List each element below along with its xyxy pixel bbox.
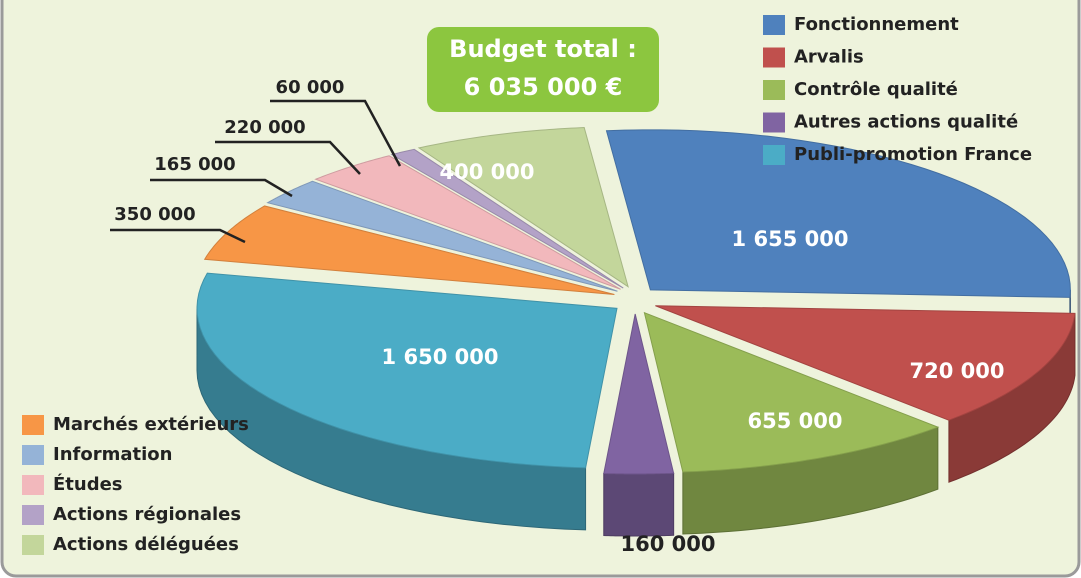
- legend-label: Fonctionnement: [794, 14, 959, 35]
- data-label: 220 000: [224, 117, 305, 138]
- data-label: 655 000: [748, 409, 843, 433]
- slice: [390, 148, 624, 289]
- budget-box: [427, 27, 659, 112]
- slice: [314, 155, 621, 290]
- annotation: 6 035 000 €: [464, 73, 623, 101]
- legend-label: Marchés extérieurs: [53, 414, 249, 435]
- slice: [266, 180, 618, 292]
- data-label: 160 000: [621, 532, 716, 556]
- slice: [605, 129, 1071, 298]
- data-label: 400 000: [440, 160, 535, 184]
- annotation: Budget total :: [449, 35, 637, 63]
- legend-swatch: [763, 112, 785, 133]
- legend-label: Publi-promotion France: [794, 144, 1032, 165]
- slice: [603, 313, 675, 475]
- slice: [417, 127, 629, 288]
- legend-label: Actions déléguées: [53, 534, 239, 555]
- leader-line: [150, 178, 293, 198]
- data-label: 1 655 000: [732, 227, 849, 251]
- legend-swatch: [22, 445, 44, 465]
- legend-label: Études: [53, 473, 123, 495]
- data-label: 165 000: [154, 154, 235, 175]
- slice: [196, 272, 618, 469]
- legend-swatch: [763, 80, 785, 100]
- leader-line: [270, 99, 402, 167]
- legend-swatch: [22, 535, 44, 555]
- legend-label: Autres actions qualité: [794, 112, 1018, 133]
- slice: [655, 305, 1076, 421]
- legend-swatch: [763, 15, 785, 35]
- slice: [203, 205, 615, 295]
- data-label: 60 000: [276, 77, 345, 98]
- legend-label: Arvalis: [794, 47, 864, 68]
- slice: [643, 311, 940, 473]
- legend-label: Information: [53, 444, 172, 465]
- leader-line: [215, 140, 361, 175]
- slice-side: [603, 472, 675, 537]
- legend-swatch: [22, 505, 44, 525]
- data-label: 720 000: [910, 359, 1005, 383]
- legend-label: Contrôle qualité: [794, 79, 958, 100]
- legend-label: Actions régionales: [53, 504, 241, 525]
- legend-swatch: [22, 475, 44, 495]
- data-label: 350 000: [114, 204, 195, 225]
- data-label: 1 650 000: [382, 345, 499, 369]
- legend-swatch: [763, 145, 785, 165]
- leader-line: [110, 228, 246, 244]
- legend-swatch: [763, 47, 785, 68]
- legend-swatch: [22, 415, 44, 435]
